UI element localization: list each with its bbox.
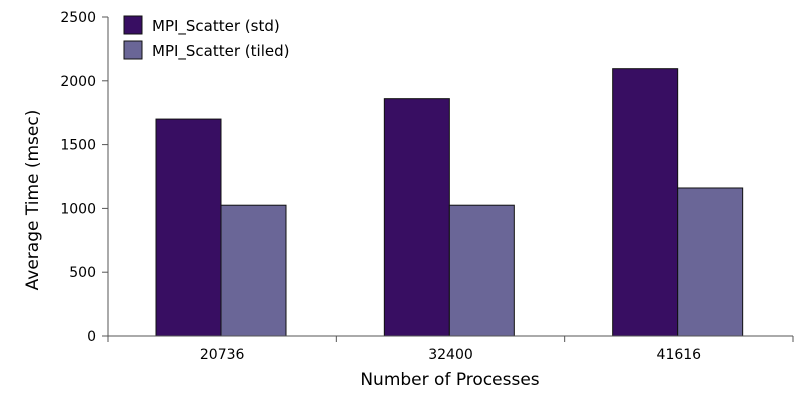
bar-tiled-20736 [220,204,287,337]
x-tick-label-41616: 41616 [657,347,702,363]
y-tick-label-1000: 1000 [60,201,96,217]
y-tick-label-1500: 1500 [60,138,96,154]
bar-tiled-32400 [448,204,515,337]
x-axis-title: Number of Processes [360,370,539,390]
y-axis-title: Average Time (msec) [23,110,43,291]
y-tick-label-2000: 2000 [60,74,96,90]
legend-swatch-tiled [123,40,143,60]
x-tick-label-20736: 20736 [200,347,245,363]
legend-swatch-std [123,15,143,35]
axes-group: 0 500 1000 1500 2000 2500 20736 32400 41616 [60,10,794,363]
bar-std-20736 [155,118,222,337]
bar-std-32400 [383,98,450,337]
bar-std-41616 [612,68,679,337]
x-tick-label-32400: 32400 [428,347,473,363]
bar-tiled-41616 [677,187,744,337]
legend: MPI_Scatter (std) MPI_Scatter (tiled) [123,15,289,61]
y-tick-label-2500: 2500 [60,10,96,26]
y-tick-label-500: 500 [69,265,96,281]
y-tick-label-0: 0 [87,329,96,345]
bars-group [155,68,744,337]
legend-label-std: MPI_Scatter (std) [152,17,280,36]
legend-label-tiled: MPI_Scatter (tiled) [152,42,289,61]
